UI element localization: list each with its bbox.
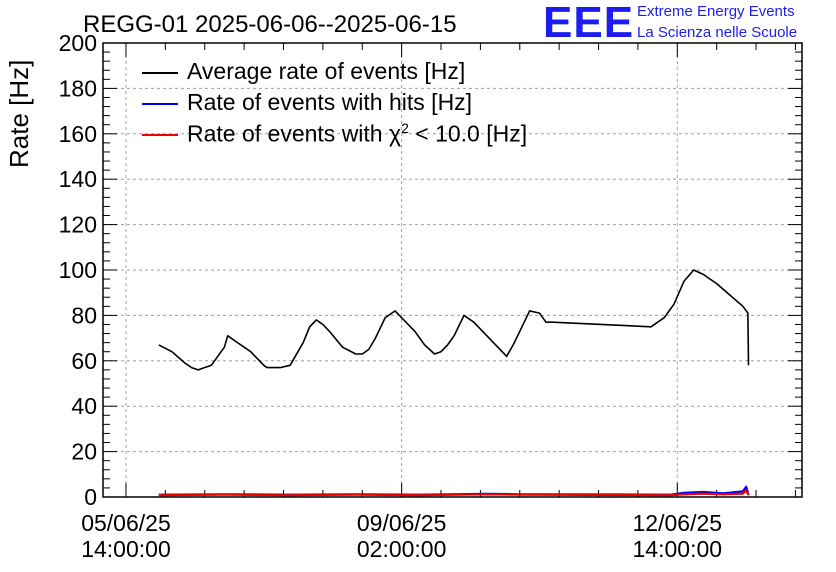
legend: Average rate of events [Hz] Rate of even… <box>140 58 610 151</box>
eee-logo-line1: Extreme Energy Events <box>637 3 795 20</box>
legend-swatch-hits <box>142 103 178 105</box>
y-tick-label: 120 <box>59 212 97 238</box>
legend-item-chi2: Rate of events with χ2 < 10.0 [Hz] <box>140 120 610 151</box>
eee-logo-line2: La Scienza nelle Scuole <box>637 24 798 41</box>
legend-label-chi2: Rate of events with χ2 < 10.0 [Hz] <box>187 120 527 148</box>
y-tick-label: 20 <box>71 439 97 465</box>
chart-title: REGG-01 2025-06-06--2025-06-15 <box>83 11 457 38</box>
x-tick-label-time: 14:00:00 <box>633 536 723 562</box>
series-line-2 <box>158 489 750 497</box>
plot-frame <box>102 42 803 498</box>
y-tick-label: 160 <box>59 121 97 147</box>
y-tick-label: 200 <box>59 30 97 56</box>
legend-item-average: Average rate of events [Hz] <box>140 58 610 89</box>
x-tick-label-time: 02:00:00 <box>357 536 447 562</box>
y-tick-label: 100 <box>59 257 97 283</box>
legend-swatch-average <box>142 72 178 74</box>
x-tick-label-date: 12/06/25 <box>633 510 723 536</box>
x-tick-label-time: 14:00:00 <box>81 536 171 562</box>
y-tick-label: 0 <box>84 484 97 510</box>
y-tick-label: 40 <box>71 393 97 419</box>
series-line-0 <box>158 269 750 371</box>
y-tick-label: 140 <box>59 166 97 192</box>
eee-logo: EEE <box>543 0 635 47</box>
legend-label-chi2-sup: 2 <box>401 120 409 136</box>
legend-label-hits: Rate of events with hits [Hz] <box>187 89 473 115</box>
y-axis-label: Rate [Hz] <box>4 59 34 168</box>
x-tick-label-date: 05/06/25 <box>81 510 171 536</box>
legend-label-chi2-prefix: Rate of events with χ <box>187 120 402 147</box>
legend-swatch-chi2 <box>142 134 178 136</box>
legend-label-chi2-suffix: < 10.0 [Hz] <box>408 120 528 147</box>
x-tick-label-date: 09/06/25 <box>357 510 447 536</box>
y-tick-label: 60 <box>71 348 97 374</box>
y-tick-label: 80 <box>71 302 97 328</box>
legend-item-hits: Rate of events with hits [Hz] <box>140 89 610 120</box>
y-tick-label: 180 <box>59 75 97 101</box>
legend-label-average: Average rate of events [Hz] <box>187 58 466 84</box>
